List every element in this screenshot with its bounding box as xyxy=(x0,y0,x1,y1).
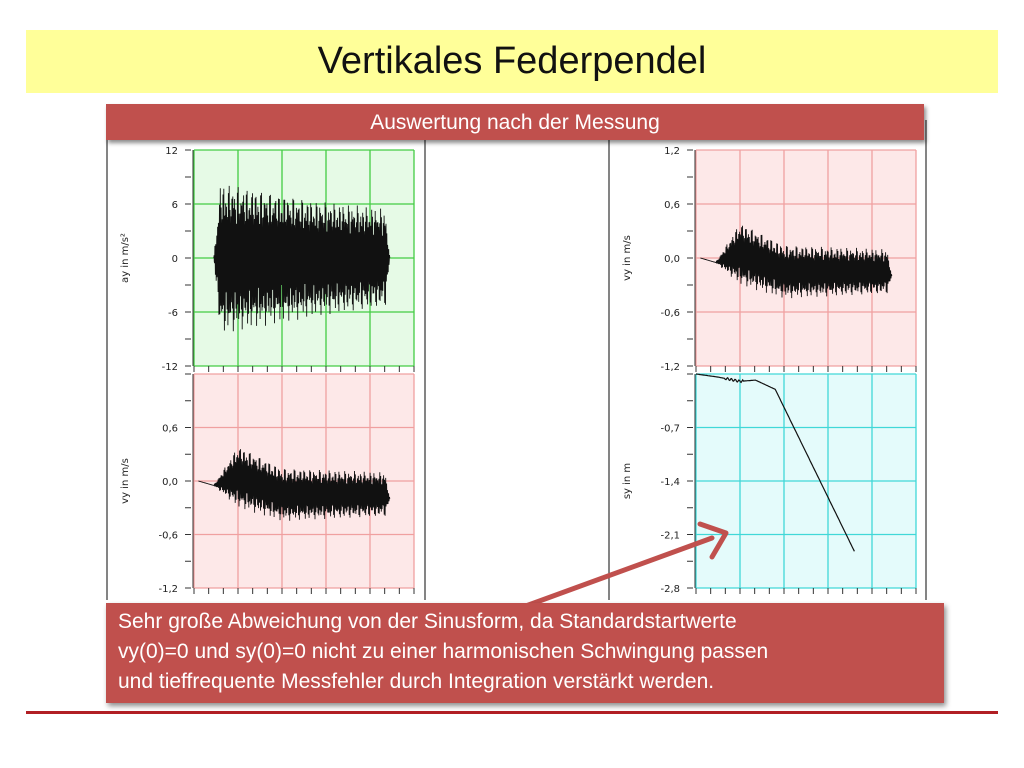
annotation-arrow-head xyxy=(697,521,729,560)
chart-sy: -0,7 -1,4 -2,1 -2,8 sy in m xyxy=(622,373,917,595)
y-tick-label: 0,0 xyxy=(664,254,680,265)
y-tick-label: 0,6 xyxy=(664,200,680,211)
y-tick-label: 0,6 xyxy=(162,424,178,435)
data-trace-vy_left xyxy=(198,449,391,521)
page-title: Vertikales Federpendel xyxy=(317,40,707,82)
data-trace-ay xyxy=(213,185,391,332)
y-tick-label: -2,8 xyxy=(660,584,680,595)
y-tick-label: 0,0 xyxy=(162,477,178,488)
y-tick-label: 12 xyxy=(165,146,178,157)
chart-vy_left: 0,6 0,0 -0,6 -1,2 vy in m/s xyxy=(120,373,415,595)
note-line-3: und tieffrequente Messfehler durch Integ… xyxy=(118,670,715,693)
y-axis-title: vy in m/s xyxy=(120,458,131,504)
y-tick-label: -12 xyxy=(162,362,178,373)
chart-vy_right: 1,2 0,6 0,0 -0,6 -1,2 vy in m/s xyxy=(622,146,917,373)
bottom-rule xyxy=(26,711,998,714)
title-bar: Vertikales Federpendel xyxy=(26,30,998,93)
y-axis-title: sy in m xyxy=(622,463,633,499)
y-tick-label: 0 xyxy=(172,254,178,265)
y-tick-label: 1,2 xyxy=(664,146,680,157)
y-axis-title: ay in m/s² xyxy=(120,233,131,283)
y-tick-label: -1,4 xyxy=(660,477,680,488)
y-tick-label: -1,2 xyxy=(158,584,178,595)
y-tick-label: -2,1 xyxy=(660,531,680,542)
y-tick-label: 6 xyxy=(172,200,178,211)
chart-ay: 12 6 0 -6 -12 ay in m/s² xyxy=(120,146,415,373)
y-axis-title: vy in m/s xyxy=(622,235,633,281)
y-tick-label: -1,2 xyxy=(660,362,680,373)
note-line-2: vy(0)=0 und sy(0)=0 nicht zu einer harmo… xyxy=(118,640,769,663)
data-trace-vy_right xyxy=(700,225,893,299)
y-tick-label: -0,6 xyxy=(660,308,680,319)
y-tick-label: -6 xyxy=(168,308,178,319)
y-tick-label: -0,6 xyxy=(158,531,178,542)
note-line-1: Sehr große Abweichung von der Sinusform,… xyxy=(118,610,737,633)
data-trace-sy xyxy=(695,373,855,552)
annotation-arrow-shaft xyxy=(520,535,715,610)
note-box: Sehr große Abweichung von der Sinusform,… xyxy=(106,603,944,703)
subtitle-banner: Auswertung nach der Messung xyxy=(106,104,924,140)
y-tick-label: -0,7 xyxy=(660,424,680,435)
